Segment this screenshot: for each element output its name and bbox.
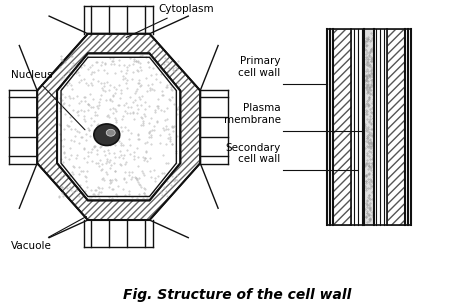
Ellipse shape: [94, 124, 120, 146]
Bar: [364, 29, 374, 225]
Text: Fig. Structure of the cell wall: Fig. Structure of the cell wall: [123, 288, 351, 302]
Bar: [333, 29, 351, 225]
Bar: [387, 29, 405, 225]
Text: Primary
cell wall: Primary cell wall: [238, 56, 281, 78]
Text: Nucleus: Nucleus: [11, 70, 85, 130]
Polygon shape: [57, 53, 180, 200]
Text: Secondary
cell wall: Secondary cell wall: [226, 143, 281, 164]
Ellipse shape: [106, 129, 115, 136]
Text: Plasma
membrane: Plasma membrane: [224, 103, 281, 125]
Text: Vacuole: Vacuole: [11, 216, 86, 252]
Bar: [387, 29, 405, 225]
Bar: [333, 29, 351, 225]
Polygon shape: [37, 34, 200, 220]
Text: Cytoplasm: Cytoplasm: [126, 4, 214, 37]
